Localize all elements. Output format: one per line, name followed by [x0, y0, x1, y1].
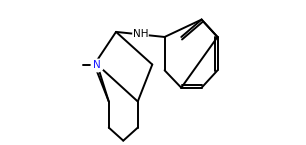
Text: N: N [93, 60, 101, 69]
Text: NH: NH [132, 29, 148, 39]
